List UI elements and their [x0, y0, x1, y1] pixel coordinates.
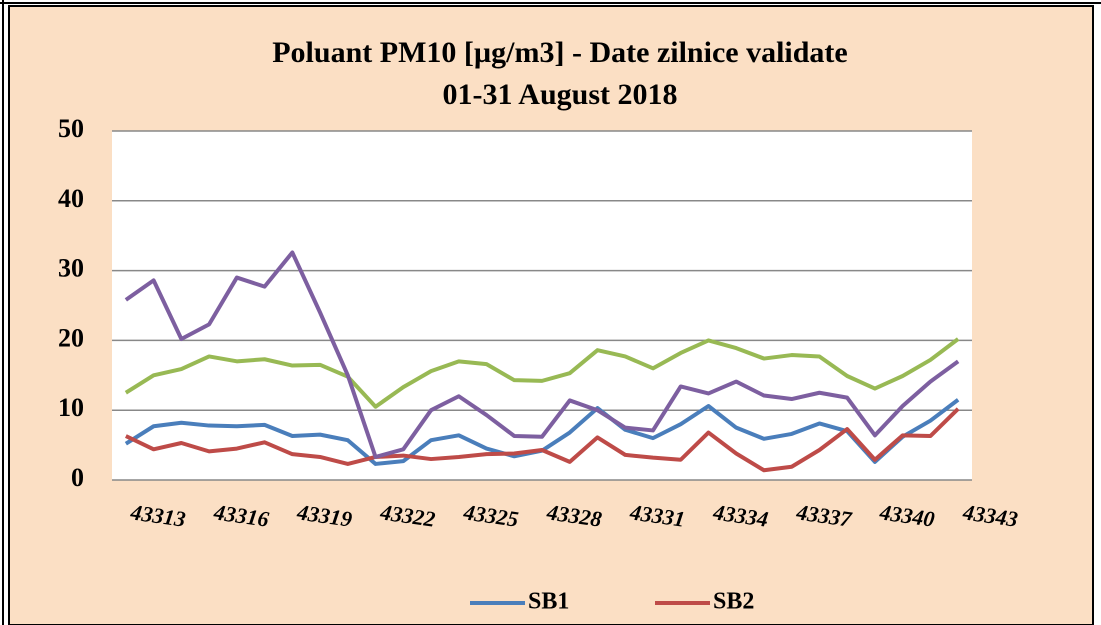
plot-area [112, 131, 972, 480]
y-tick-label: 30 [58, 254, 84, 283]
data-line [125, 407, 960, 473]
y-tick-label: 20 [58, 323, 84, 352]
chart-title: 01-31 August 2018 [442, 78, 677, 111]
legend-label: SB2 [713, 589, 754, 615]
legend-label: SB1 [528, 589, 569, 615]
chart-title: Poluant PM10 [µg/m3] - Date zilnice vali… [272, 36, 848, 69]
y-tick-label: 40 [58, 184, 84, 213]
data-line [124, 250, 960, 459]
y-tick-label: 0 [71, 463, 84, 492]
y-tick-label: 10 [58, 393, 84, 422]
data-line [124, 337, 960, 409]
y-tick-label: 50 [58, 114, 84, 143]
